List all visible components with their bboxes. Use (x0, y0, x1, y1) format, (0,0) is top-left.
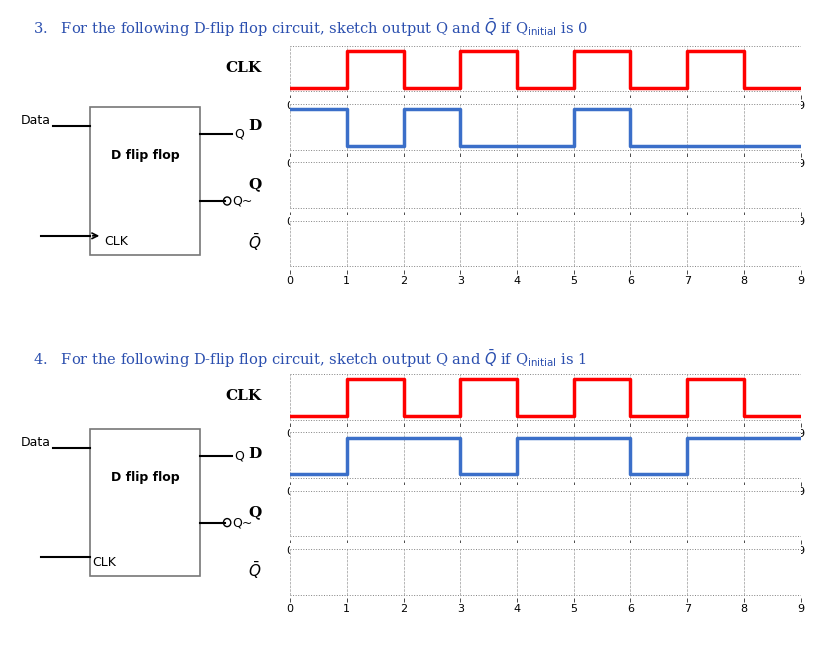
Text: D: D (248, 119, 261, 133)
Text: Q~: Q~ (232, 194, 252, 208)
Text: 3.   For the following D-flip flop circuit, sketch output Q and $\bar{Q}$ if Q$_: 3. For the following D-flip flop circuit… (33, 17, 587, 39)
Text: Q~: Q~ (232, 516, 252, 529)
Text: Data: Data (21, 436, 51, 449)
Text: $\bar{Q}$: $\bar{Q}$ (248, 232, 261, 253)
Text: Data: Data (21, 114, 51, 127)
Text: CLK: CLK (225, 61, 261, 74)
Text: Q: Q (234, 449, 244, 462)
Text: Q: Q (234, 127, 244, 141)
Text: $\bar{Q}$: $\bar{Q}$ (248, 560, 261, 582)
Text: D flip flop: D flip flop (111, 470, 179, 484)
Text: Q: Q (248, 506, 261, 519)
Text: CLK: CLK (92, 556, 116, 570)
Text: CLK: CLK (105, 234, 128, 248)
Text: D: D (248, 448, 261, 461)
Text: D flip flop: D flip flop (111, 149, 179, 162)
Text: Q: Q (248, 178, 261, 191)
Text: CLK: CLK (225, 389, 261, 403)
Text: 4.   For the following D-flip flop circuit, sketch output Q and $\bar{Q}$ if Q$_: 4. For the following D-flip flop circuit… (33, 348, 586, 371)
